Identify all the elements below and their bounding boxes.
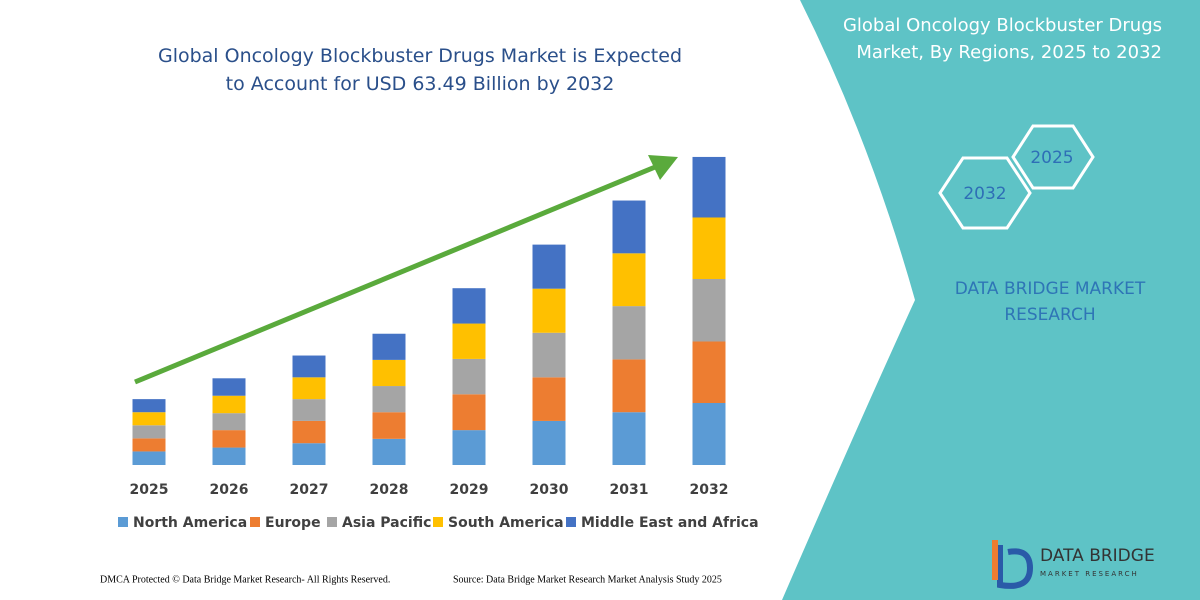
bar-segment: [532, 420, 566, 465]
legend-label: Middle East and Africa: [581, 515, 759, 531]
arrow-head: [648, 155, 678, 180]
bar-segment: [292, 377, 326, 400]
x-tick-label: 2026: [210, 482, 249, 498]
bar-segment: [372, 386, 406, 413]
bar-segment: [292, 443, 326, 465]
bar-segment: [452, 394, 486, 431]
bar-segment: [132, 451, 166, 465]
bar-segment: [132, 412, 166, 426]
bar-segment: [452, 430, 486, 465]
legend-swatch: [433, 517, 443, 527]
bar-segment: [692, 403, 726, 465]
legend-swatch: [566, 517, 576, 527]
footer-dmca: DMCA Protected © Data Bridge Market Rese…: [100, 574, 390, 585]
x-tick-label: 2031: [610, 482, 649, 498]
legend-swatch: [327, 517, 337, 527]
bar-segment: [692, 279, 726, 342]
bar-segment: [532, 244, 566, 289]
hexagon-label: 2032: [963, 184, 1006, 204]
bar-segment: [292, 399, 326, 421]
x-tick-label: 2029: [450, 482, 489, 498]
side-panel-bg: [782, 0, 1200, 600]
x-tick-label: 2032: [690, 482, 729, 498]
bar-segment: [292, 420, 326, 444]
bar-segment: [692, 341, 726, 403]
bar-segment: [612, 412, 646, 465]
trend-arrow: [134, 162, 661, 385]
hexagon: [938, 156, 1032, 230]
bar-segment: [612, 306, 646, 360]
side-title: Global Oncology Blockbuster Drugs Market…: [842, 15, 1162, 63]
legend-swatch: [118, 517, 128, 527]
logo-tagline: MARKET RESEARCH: [1040, 570, 1139, 578]
bar-segment: [532, 332, 566, 378]
bar-segment: [212, 430, 246, 448]
bar-segment: [452, 323, 486, 359]
legend-label: Europe: [265, 515, 321, 531]
bar-segment: [292, 355, 326, 378]
x-tick-label: 2028: [370, 482, 409, 498]
chart-title: Global Oncology Blockbuster Drugs Market…: [157, 45, 683, 95]
hexagon: [1011, 124, 1095, 190]
bar-segment: [132, 399, 166, 413]
bar-segment: [452, 358, 486, 395]
x-tick-label: 2027: [290, 482, 329, 498]
legend-label: Asia Pacific: [342, 515, 431, 531]
hexagon-label: 2025: [1030, 148, 1073, 168]
logo-icon: [997, 545, 1034, 589]
bar-segment: [372, 412, 406, 439]
bar-segment: [212, 395, 246, 414]
bar-segment: [612, 200, 646, 254]
bar-segment: [692, 156, 726, 218]
x-tick-label: 2030: [530, 482, 569, 498]
bar-segment: [452, 288, 486, 324]
bar-segment: [132, 425, 166, 439]
bar-segment: [692, 217, 726, 279]
bar-segment: [372, 359, 406, 387]
x-tick-label: 2025: [130, 482, 169, 498]
legend-label: North America: [133, 515, 247, 531]
bar-segment: [372, 438, 406, 465]
bar-segment: [532, 377, 566, 421]
bar-segment: [612, 359, 646, 413]
legend-swatch: [250, 517, 260, 527]
bar-segment: [212, 447, 246, 465]
bar-segment: [532, 288, 566, 333]
bar-segment: [212, 413, 246, 431]
bar-segment: [612, 253, 646, 307]
bar-segment: [372, 333, 406, 360]
bar-segment: [132, 438, 166, 452]
logo-name: DATA BRIDGE: [1040, 546, 1155, 566]
footer-source: Source: Data Bridge Market Research Mark…: [453, 574, 722, 585]
bar-segment: [212, 378, 246, 396]
brand-text: DATA BRIDGE MARKET RESEARCH: [954, 279, 1146, 325]
legend-label: South America: [448, 515, 564, 531]
